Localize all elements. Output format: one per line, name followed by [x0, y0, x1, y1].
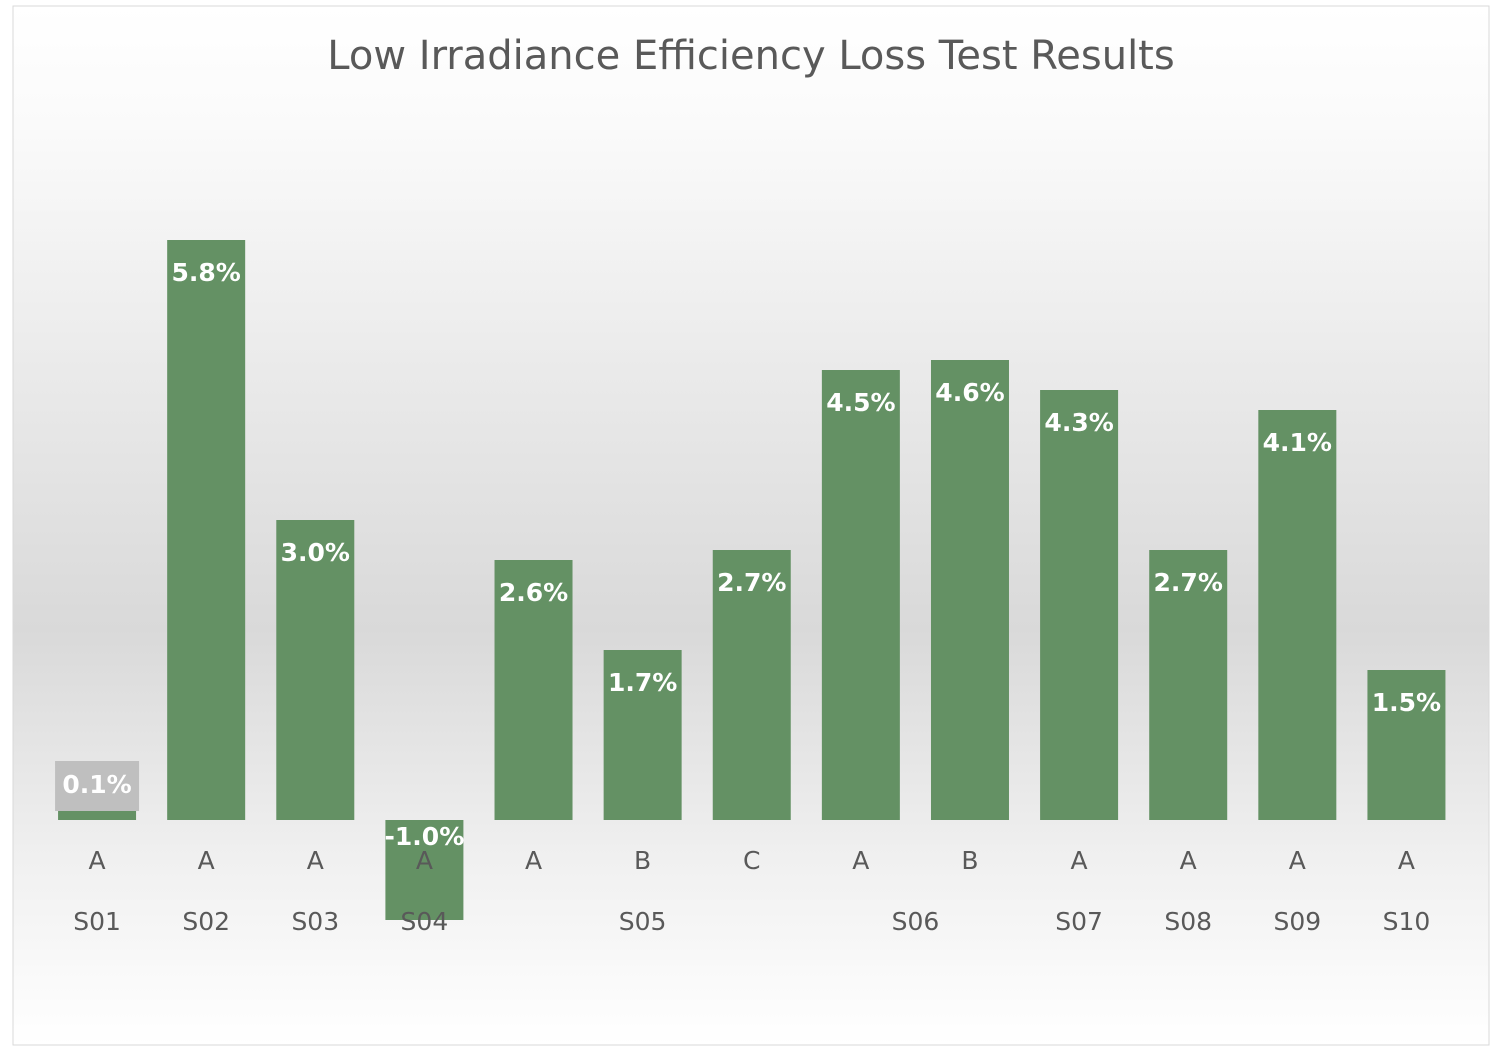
x-tick-label: A [198, 846, 215, 875]
x-tick-label: A [525, 846, 542, 875]
value-label: 4.6% [935, 378, 1004, 407]
x-tick-label: A [852, 846, 869, 875]
value-label: 1.5% [1372, 688, 1441, 717]
value-label: 5.8% [172, 258, 241, 287]
value-label: 0.1% [62, 770, 131, 799]
value-label: 4.3% [1044, 408, 1113, 437]
bar [58, 810, 137, 820]
x-group-label: S05 [619, 907, 667, 936]
x-group-label: S09 [1273, 907, 1321, 936]
x-tick-label: B [961, 846, 978, 875]
x-group-label: S07 [1055, 907, 1103, 936]
x-group-label: S03 [291, 907, 339, 936]
x-tick-label: A [416, 846, 433, 875]
bar [167, 240, 246, 820]
value-label-box [55, 761, 140, 811]
x-tick-label: B [634, 846, 651, 875]
value-label: 2.7% [1154, 568, 1223, 597]
value-label: 4.5% [826, 388, 895, 417]
chart-area [12, 5, 1490, 1046]
bar [712, 550, 791, 820]
value-label: 3.0% [281, 538, 350, 567]
x-tick-label: C [743, 846, 760, 875]
bar [385, 820, 464, 920]
x-tick-label: A [89, 846, 106, 875]
bar [1367, 670, 1446, 820]
x-group-label: S08 [1164, 907, 1212, 936]
x-group-label: S02 [182, 907, 230, 936]
bar [930, 360, 1009, 820]
x-tick-label: A [1289, 846, 1306, 875]
x-tick-label: A [1398, 846, 1415, 875]
x-group-label: S04 [401, 907, 449, 936]
bar [603, 650, 682, 820]
bar [1040, 390, 1119, 820]
bar [494, 560, 573, 820]
bar [276, 520, 355, 820]
x-tick-label: A [1180, 846, 1197, 875]
chart-title: Low Irradiance Efficiency Loss Test Resu… [327, 33, 1174, 79]
x-tick-label: A [1071, 846, 1088, 875]
value-label: -1.0% [385, 822, 465, 851]
value-label: 2.6% [499, 578, 568, 607]
x-group-label: S06 [892, 907, 940, 936]
bar [1258, 410, 1337, 820]
x-group-label: S10 [1383, 907, 1431, 936]
x-group-label: S01 [73, 907, 121, 936]
value-label: 4.1% [1263, 428, 1332, 457]
value-label: 2.7% [717, 568, 786, 597]
x-tick-label: A [307, 846, 324, 875]
value-label: 1.7% [608, 668, 677, 697]
bar [821, 370, 900, 820]
bar [1149, 550, 1228, 820]
